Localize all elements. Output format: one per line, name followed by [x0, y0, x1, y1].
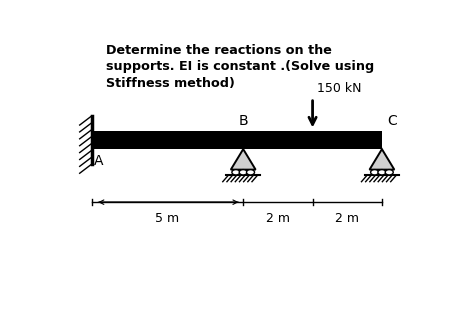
Text: 2 m: 2 m [266, 212, 290, 225]
Text: 150 kN: 150 kN [317, 82, 361, 95]
Text: 2 m: 2 m [335, 212, 359, 225]
Text: B: B [238, 115, 248, 128]
Text: A: A [94, 154, 103, 168]
Polygon shape [370, 149, 394, 170]
Text: C: C [387, 115, 397, 128]
Text: Stiffness method): Stiffness method) [106, 77, 235, 90]
Circle shape [371, 170, 379, 175]
Circle shape [232, 170, 240, 175]
Circle shape [239, 170, 247, 175]
Polygon shape [231, 149, 256, 170]
Circle shape [378, 170, 386, 175]
Circle shape [385, 170, 393, 175]
Text: supports. EI is constant .(Solve using: supports. EI is constant .(Solve using [106, 60, 374, 74]
Circle shape [246, 170, 254, 175]
Text: 5 m: 5 m [155, 212, 179, 225]
Text: Determine the reactions on the: Determine the reactions on the [106, 44, 332, 57]
Bar [92, 131, 382, 149]
